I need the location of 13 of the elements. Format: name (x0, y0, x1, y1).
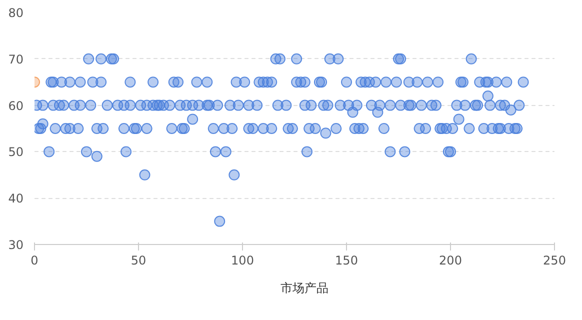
x-tick-label: 200 (439, 254, 462, 268)
y-tick-label: 40 (8, 192, 24, 206)
y-tick-label: 70 (8, 52, 24, 66)
y-tick-label: 60 (8, 98, 24, 113)
x-tick-label: 0 (30, 254, 38, 268)
text: 市场产品 (280, 280, 328, 296)
y-tick-label: 30 (8, 238, 24, 252)
y-tick-label: 80 (8, 6, 24, 20)
x-tick-label: 100 (231, 254, 254, 268)
x-tick-label: 50 (130, 254, 146, 268)
x-tick-label: 150 (335, 254, 358, 268)
y-tick-label: 50 (8, 145, 24, 160)
x-tick-label: 250 (543, 254, 566, 268)
